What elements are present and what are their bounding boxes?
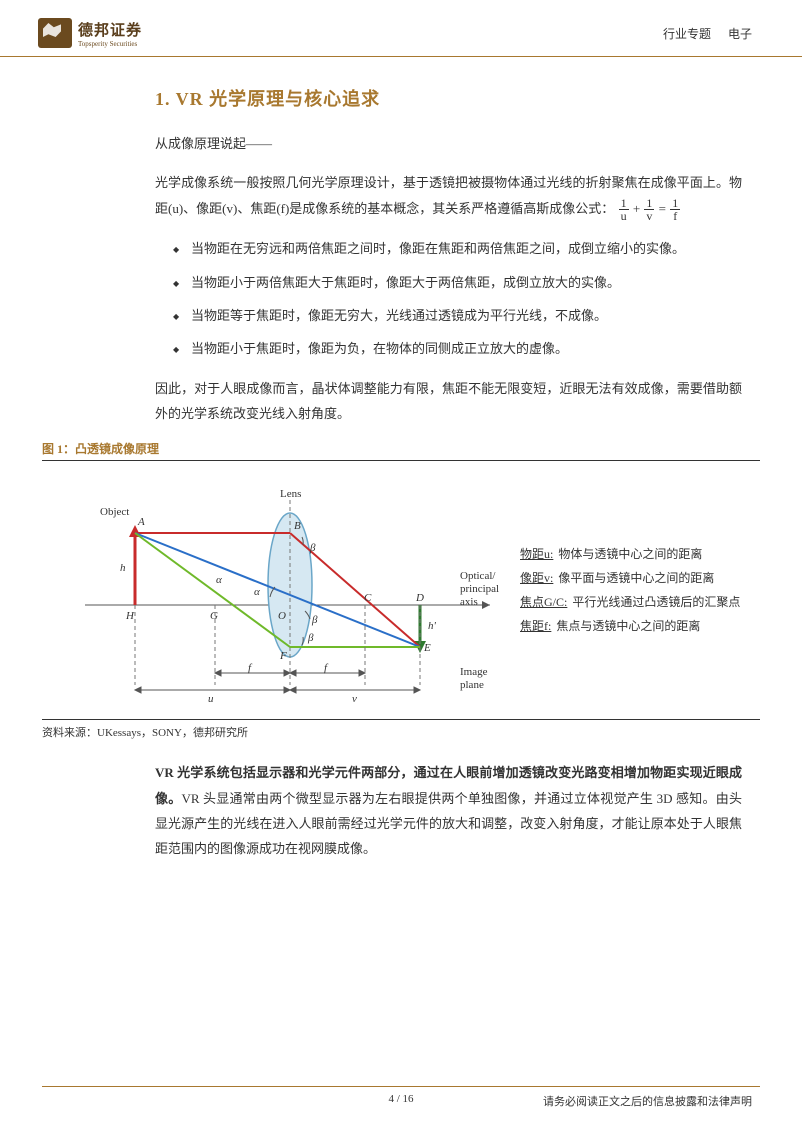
lbl-G: G: [210, 610, 218, 622]
section-title: 1. VR 光学原理与核心追求: [155, 85, 742, 111]
lbl-C: C: [364, 592, 372, 604]
lbl-axis3: axis: [460, 596, 478, 608]
lbl-f1: f: [248, 662, 253, 674]
def-desc: 焦点与透镜中心之间的距离: [556, 619, 700, 633]
footer-rule: [42, 1086, 760, 1087]
header-meta: 行业专题 电子: [663, 25, 752, 42]
figure-1: Object Lens A B C D E F G H O h h' f f u…: [0, 461, 802, 715]
def-desc: 像平面与透镜中心之间的距离: [558, 571, 714, 585]
lbl-B: B: [294, 520, 301, 532]
def-term: 物距u:: [520, 547, 553, 561]
gauss-formula: 1u + 1v = 1f: [618, 201, 682, 216]
lbl-f2: f: [324, 662, 329, 674]
figure-definitions: 物距u: 物体与透镜中心之间的距离 像距v: 像平面与透镜中心之间的距离 焦点G…: [520, 542, 740, 638]
page-footer: 4 / 16 请务必阅读正文之后的信息披露和法律声明: [0, 1093, 802, 1109]
bullet-item: 当物距等于焦距时，像距无穷大，光线通过透镜成为平行光线，不成像。: [173, 303, 742, 328]
lbl-h: h: [120, 562, 126, 574]
logo-block: 德邦证券 Topsperity Securities: [38, 18, 142, 48]
def-term: 焦距f:: [520, 619, 551, 633]
lbl-image: Image: [460, 666, 488, 678]
lbl-axis2: principal: [460, 583, 499, 595]
lbl-D: D: [415, 592, 424, 604]
logo-icon: [38, 18, 72, 48]
frac-1v: 1v: [644, 197, 654, 222]
doc-category: 行业专题: [663, 27, 711, 41]
para-vr-optics: VR 光学系统包括显示器和光学元件两部分，通过在人眼前增加透镜改变光路变相增加物…: [155, 760, 742, 861]
lbl-O: O: [278, 610, 286, 622]
footer-disclaimer: 请务必阅读正文之后的信息披露和法律声明: [543, 1093, 752, 1109]
bullet-list: 当物距在无穷远和两倍焦距之间时，像距在焦距和两倍焦距之间，成倒立缩小的实像。 当…: [155, 236, 742, 361]
figure-label-row: 图 1：凸透镜成像原理: [0, 440, 802, 460]
logo-text: 德邦证券 Topsperity Securities: [78, 19, 142, 48]
def-row: 焦距f: 焦点与透镜中心之间的距离: [520, 614, 740, 638]
figure-label: 图 1：凸透镜成像原理: [42, 440, 159, 460]
main-content: 1. VR 光学原理与核心追求 从成像原理说起—— 光学成像系统一般按照几何光学…: [0, 57, 802, 426]
bullet-item: 当物距小于焦距时，像距为负，在物体的同侧成正立放大的虚像。: [173, 336, 742, 361]
para-rest: VR 头显通常由两个微型显示器为左右眼提供两个单独图像，并通过立体视觉产生 3D…: [155, 791, 742, 857]
doc-sector: 电子: [728, 27, 752, 41]
lens-diagram: Object Lens A B C D E F G H O h h' f f u…: [80, 475, 510, 705]
lbl-alpha2: α: [216, 574, 222, 586]
page-header: 德邦证券 Topsperity Securities 行业专题 电子: [0, 0, 802, 57]
lbl-A: A: [137, 516, 145, 528]
lbl-H: H: [125, 610, 135, 622]
lbl-F: F: [279, 650, 287, 662]
body-section-2: VR 光学系统包括显示器和光学元件两部分，通过在人眼前增加透镜改变光路变相增加物…: [0, 740, 802, 861]
lbl-beta2: β: [311, 614, 318, 626]
lbl-lens: Lens: [280, 488, 301, 500]
bullet-item: 当物距在无穷远和两倍焦距之间时，像距在焦距和两倍焦距之间，成倒立缩小的实像。: [173, 236, 742, 261]
para-conclusion: 因此，对于人眼成像而言，晶状体调整能力有限，焦距不能无限变短，近眼无法有效成像，…: [155, 376, 742, 427]
para-formula: 光学成像系统一般按照几何光学原理设计，基于透镜把被摄物体通过光线的折射聚焦在成像…: [155, 170, 742, 222]
intro-line: 从成像原理说起——: [155, 131, 742, 156]
lbl-hp: h': [428, 620, 437, 632]
lbl-beta3: β: [307, 632, 314, 644]
lbl-E: E: [423, 642, 431, 654]
def-row: 焦点G/C: 平行光线通过凸透镜后的汇聚点: [520, 590, 740, 614]
lbl-plane: plane: [460, 679, 484, 691]
def-row: 物距u: 物体与透镜中心之间的距离: [520, 542, 740, 566]
logo-cn: 德邦证券: [78, 19, 142, 40]
def-term: 像距v:: [520, 571, 553, 585]
lbl-v: v: [352, 693, 357, 705]
lbl-object: Object: [100, 506, 129, 518]
lbl-alpha1: α: [254, 586, 260, 598]
lbl-beta1: β: [309, 542, 316, 554]
lbl-axis1: Optical/: [460, 570, 496, 582]
def-desc: 平行光线通过凸透镜后的汇聚点: [572, 595, 740, 609]
frac-1u: 1u: [619, 197, 629, 222]
logo-en: Topsperity Securities: [78, 40, 142, 48]
lbl-u: u: [208, 693, 214, 705]
def-term: 焦点G/C:: [520, 595, 567, 609]
def-desc: 物体与透镜中心之间的距离: [558, 547, 702, 561]
figure-source: 资料来源：UKessays，SONY，德邦研究所: [42, 719, 760, 740]
frac-1f: 1f: [670, 197, 680, 222]
def-row: 像距v: 像平面与透镜中心之间的距离: [520, 566, 740, 590]
figure-source-row: 资料来源：UKessays，SONY，德邦研究所: [0, 715, 802, 740]
bullet-item: 当物距小于两倍焦距大于焦距时，像距大于两倍焦距，成倒立放大的实像。: [173, 270, 742, 295]
